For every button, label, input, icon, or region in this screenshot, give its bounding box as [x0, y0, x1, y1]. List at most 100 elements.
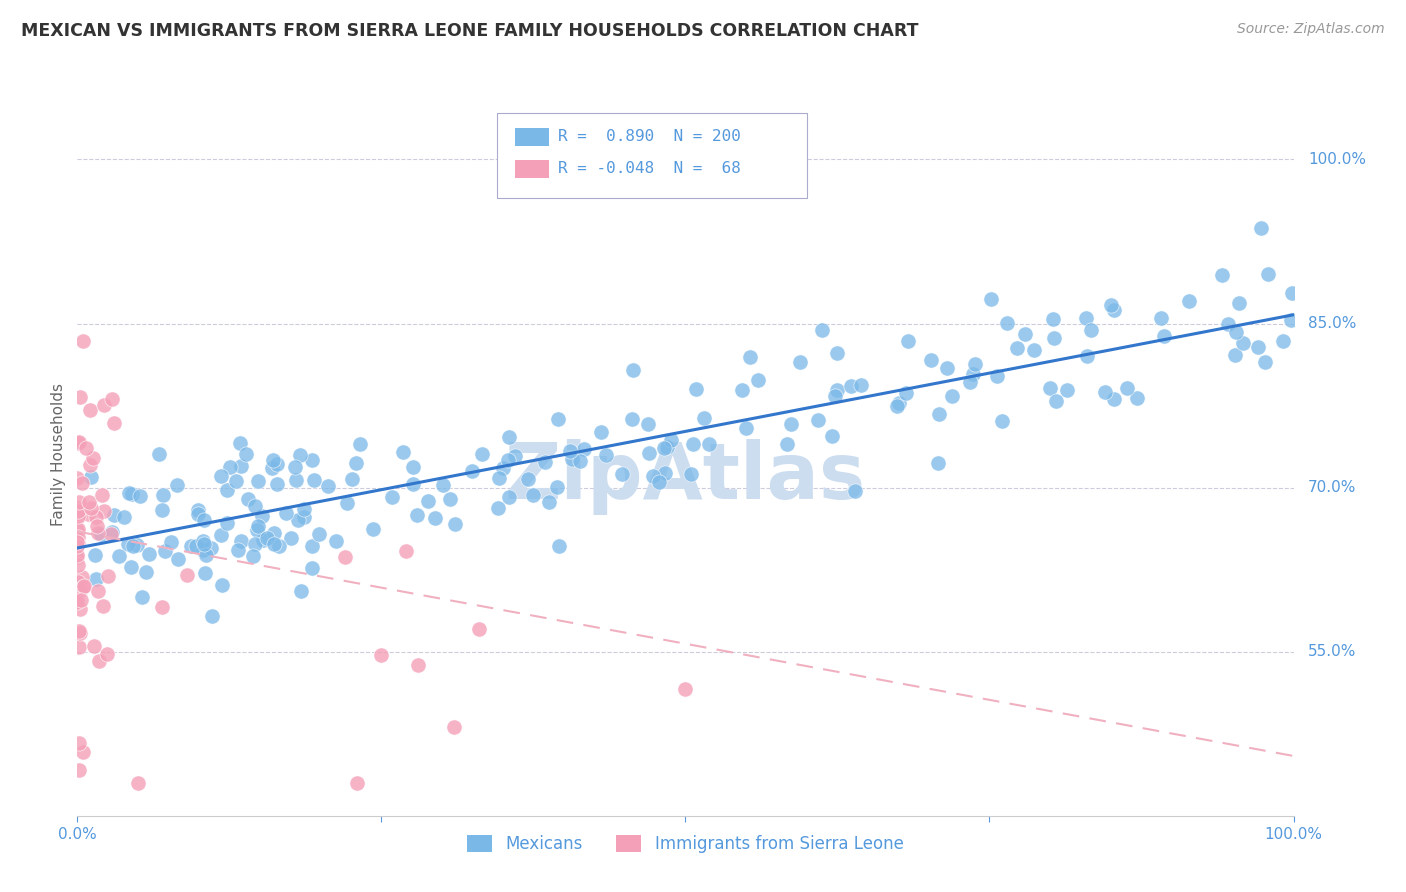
Point — [657, 440, 679, 454]
Point — [572, 442, 595, 456]
Point — [91, 599, 114, 614]
Point — [77, 494, 100, 508]
Point — [789, 355, 811, 369]
Point — [325, 534, 347, 549]
Point — [89, 654, 111, 668]
Point — [79, 458, 101, 473]
Point — [246, 474, 269, 488]
Point — [159, 535, 181, 549]
Text: R =  0.890  N = 200: R = 0.890 N = 200 — [558, 128, 741, 144]
Point — [547, 412, 569, 426]
Point — [301, 452, 323, 467]
Point — [166, 478, 188, 492]
Point — [176, 568, 198, 582]
Point — [1102, 303, 1125, 318]
Point — [962, 367, 984, 381]
Point — [226, 542, 249, 557]
Text: MEXICAN VS IMMIGRANTS FROM SIERRA LEONE FAMILY HOUSEHOLDS CORRELATION CHART: MEXICAN VS IMMIGRANTS FROM SIERRA LEONE … — [21, 22, 918, 40]
Point — [965, 357, 987, 371]
Point — [491, 460, 513, 475]
Point — [1177, 293, 1199, 308]
Point — [96, 648, 118, 662]
Point — [569, 454, 592, 468]
Point — [1223, 348, 1246, 362]
Point — [191, 542, 214, 557]
Point — [93, 504, 115, 518]
Point — [263, 525, 285, 540]
FancyBboxPatch shape — [496, 113, 807, 198]
Point — [284, 460, 307, 475]
Point — [131, 591, 153, 605]
Point — [675, 681, 697, 696]
Point — [292, 502, 315, 516]
Point — [693, 410, 716, 425]
Point — [1281, 286, 1303, 301]
Point — [67, 640, 90, 654]
Point — [280, 531, 302, 545]
Point — [1043, 331, 1066, 345]
Point — [1115, 381, 1137, 395]
Point — [522, 488, 544, 502]
Point — [333, 549, 356, 564]
Point — [66, 539, 89, 553]
Point — [402, 459, 425, 474]
Point — [200, 541, 222, 555]
Text: 100.0%: 100.0% — [1308, 152, 1367, 167]
Point — [66, 471, 89, 485]
Point — [75, 442, 97, 456]
Point — [839, 379, 862, 393]
Point — [152, 600, 174, 615]
Point — [820, 429, 842, 443]
Text: 55.0%: 55.0% — [1308, 645, 1357, 659]
Point — [69, 391, 91, 405]
Point — [395, 544, 418, 558]
Point — [1218, 317, 1240, 331]
Point — [423, 510, 446, 524]
Point — [621, 363, 644, 377]
Point — [1076, 350, 1098, 364]
Point — [86, 584, 108, 599]
Point — [443, 516, 465, 531]
Point — [928, 407, 950, 421]
Point — [67, 504, 90, 518]
Point — [125, 538, 148, 552]
Point — [90, 527, 112, 541]
Point — [1080, 323, 1102, 337]
Point — [187, 507, 209, 521]
Point — [1045, 393, 1067, 408]
Point — [824, 389, 846, 403]
Point — [117, 536, 139, 550]
Point — [69, 601, 91, 615]
Point — [66, 536, 89, 550]
Point — [193, 537, 215, 551]
Point — [66, 522, 89, 536]
Point — [647, 475, 669, 490]
Point — [267, 539, 290, 553]
Point — [191, 534, 214, 549]
Point — [439, 492, 461, 507]
Point — [118, 486, 141, 500]
Point — [740, 350, 762, 364]
Point — [301, 539, 323, 553]
Point — [148, 447, 170, 461]
Point — [897, 334, 920, 348]
Point — [849, 378, 872, 392]
Point — [266, 477, 288, 491]
Point — [1257, 267, 1279, 281]
Bar — [515, 161, 550, 178]
Text: 85.0%: 85.0% — [1308, 316, 1357, 331]
Point — [697, 437, 720, 451]
Point — [66, 523, 89, 537]
Point — [734, 421, 756, 435]
Point — [80, 470, 103, 484]
Point — [1211, 268, 1233, 282]
Point — [229, 436, 252, 450]
Point — [138, 547, 160, 561]
Legend: Mexicans, Immigrants from Sierra Leone: Mexicans, Immigrants from Sierra Leone — [461, 829, 910, 860]
Point — [486, 501, 509, 516]
Point — [443, 719, 465, 733]
Point — [547, 539, 569, 553]
Point — [290, 583, 312, 598]
Point — [959, 375, 981, 389]
Point — [184, 539, 207, 553]
